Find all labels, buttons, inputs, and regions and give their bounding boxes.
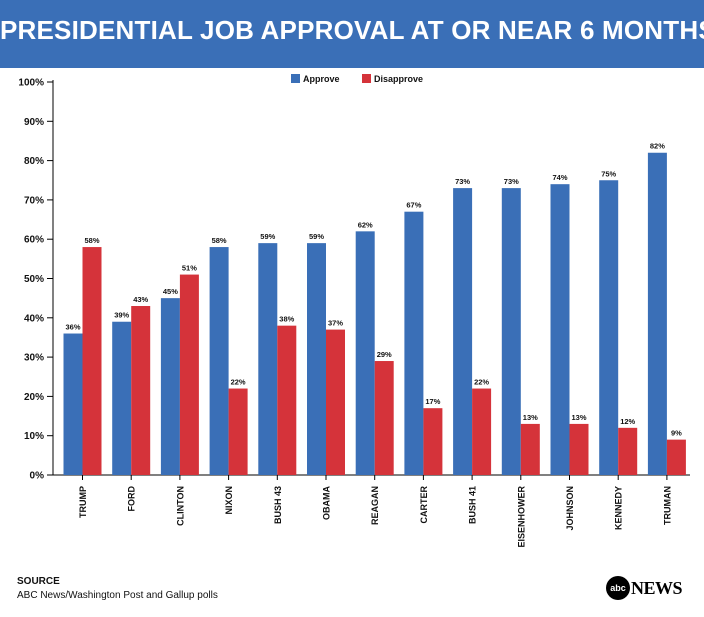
bar-disapprove: [179, 274, 199, 475]
data-label-disapprove: 22%: [231, 378, 246, 387]
x-category-label: CLINTON: [175, 486, 185, 526]
data-label-disapprove: 9%: [671, 429, 682, 438]
data-label-disapprove: 38%: [279, 315, 294, 324]
source-label: SOURCE: [17, 576, 60, 587]
bar-disapprove: [618, 427, 638, 475]
data-label-disapprove: 29%: [377, 350, 392, 359]
data-label-approve: 74%: [552, 173, 567, 182]
bar-disapprove: [374, 361, 394, 475]
bar-disapprove: [326, 329, 345, 475]
data-label-approve: 58%: [212, 236, 227, 245]
data-label-approve: 62%: [358, 220, 373, 229]
bar-disapprove: [520, 423, 540, 475]
y-tick-label: 60%: [24, 235, 44, 246]
data-label-disapprove: 13%: [571, 413, 586, 422]
bar-approve: [550, 184, 570, 475]
bar-approve: [160, 298, 180, 475]
data-label-disapprove: 58%: [84, 236, 99, 245]
bar-approve: [404, 211, 424, 475]
y-tick-label: 100%: [18, 78, 44, 89]
bar-approve: [453, 188, 473, 476]
bar-disapprove: [131, 306, 151, 475]
y-tick-label: 40%: [24, 313, 44, 324]
y-tick-label: 80%: [24, 156, 44, 167]
y-tick-label: 30%: [24, 353, 44, 364]
bar-approve: [599, 180, 619, 475]
legend-swatch-disapprove: [362, 74, 371, 83]
data-label-approve: 45%: [163, 287, 178, 296]
bar-disapprove: [569, 423, 589, 475]
abc-logo-mark: abc: [606, 576, 630, 600]
x-category-label: BUSH 41: [468, 486, 478, 524]
data-label-disapprove: 17%: [425, 397, 440, 406]
x-category-label: TRUMAN: [662, 486, 672, 525]
legend-label-approve: Approve: [303, 74, 340, 84]
bar-chart: 0% 10% 20% 30% 40% 50% 60% 70% 80% 90% 100% 36% 58% T…: [18, 74, 690, 548]
data-label-approve: 73%: [504, 177, 519, 186]
x-category-label: REAGAN: [370, 486, 380, 525]
bar-approve: [63, 333, 83, 475]
source-text: ABC News/Washington Post and Gallup poll…: [17, 590, 218, 601]
bar-approve: [501, 188, 521, 476]
data-label-approve: 75%: [601, 169, 616, 178]
x-category-label: TRUMP: [78, 486, 88, 518]
y-tick-label: 50%: [24, 274, 44, 285]
data-label-disapprove: 13%: [523, 413, 538, 422]
chart-title: PRESIDENTIAL JOB APPROVAL AT OR NEAR 6 M…: [0, 15, 704, 45]
legend-swatch-approve: [291, 74, 300, 83]
x-category-label: CARTER: [419, 486, 429, 524]
data-label-approve: 59%: [260, 232, 275, 241]
data-label-disapprove: 12%: [620, 417, 635, 426]
data-label-approve: 59%: [309, 232, 324, 241]
y-tick-label: 0%: [30, 471, 45, 482]
data-label-approve: 36%: [65, 323, 80, 332]
y-tick-label: 70%: [24, 195, 44, 206]
y-tick-label: 10%: [24, 431, 44, 442]
data-label-disapprove: 43%: [133, 295, 148, 304]
data-label-approve: 67%: [406, 201, 421, 210]
bar-disapprove: [666, 439, 686, 475]
bar-approve: [258, 243, 278, 475]
abc-news-logo: abc NEWS: [606, 576, 683, 600]
bar-approve: [647, 152, 667, 475]
bar-disapprove: [472, 388, 492, 475]
bar-disapprove: [82, 247, 102, 475]
x-category-label: BUSH 43: [273, 486, 283, 524]
bar-disapprove: [423, 408, 443, 475]
x-category-label: FORD: [127, 486, 137, 512]
bar-approve: [307, 243, 326, 475]
data-label-approve: 39%: [114, 311, 129, 320]
data-label-approve: 82%: [650, 142, 665, 151]
x-category-label: EISENHOWER: [516, 486, 526, 548]
data-label-disapprove: 37%: [328, 319, 343, 328]
title-banner: PRESIDENTIAL JOB APPROVAL AT OR NEAR 6 M…: [0, 0, 704, 68]
x-category-label: KENNEDY: [614, 486, 624, 530]
x-category-label: NIXON: [224, 486, 234, 515]
bar-disapprove: [277, 325, 297, 475]
legend-label-disapprove: Disapprove: [374, 74, 423, 84]
bar-approve: [112, 321, 132, 475]
x-category-label: OBAMA: [322, 486, 332, 520]
bar-disapprove: [228, 388, 248, 475]
y-tick-label: 20%: [24, 392, 44, 403]
x-category-label: JOHNSON: [565, 486, 575, 531]
bar-approve: [209, 247, 229, 475]
y-tick-label: 90%: [24, 117, 44, 128]
news-wordmark: NEWS: [631, 577, 683, 598]
bar-approve: [355, 231, 375, 475]
data-label-approve: 73%: [455, 177, 470, 186]
data-label-disapprove: 51%: [182, 264, 197, 273]
data-label-disapprove: 22%: [474, 378, 489, 387]
